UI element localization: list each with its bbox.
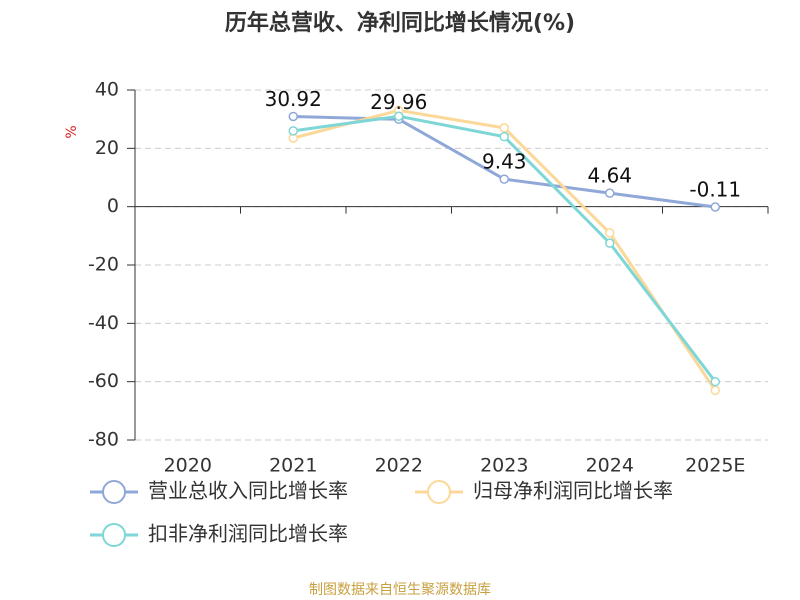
chart-title: 历年总营收、净利同比增长情况(%)	[225, 10, 575, 36]
y-tick-label: 0	[107, 195, 119, 217]
data-point	[710, 385, 720, 396]
y-tick-label: -20	[88, 254, 119, 276]
legend-label: 归母净利润同比增长率	[473, 479, 673, 503]
data-point	[288, 126, 298, 136]
source-note: 制图数据来自恒生聚源数据库	[309, 582, 491, 598]
y-tick-label: 40	[95, 79, 119, 101]
y-axis-label: %	[64, 125, 80, 138]
data-label: -0.11	[689, 177, 741, 201]
legend-label: 营业总收入同比增长率	[148, 479, 348, 503]
data-point	[499, 174, 509, 184]
y-tick-label: -60	[88, 370, 119, 392]
data-point	[605, 238, 615, 248]
legend-swatch	[102, 523, 126, 547]
data-label: 30.92	[265, 87, 322, 111]
data-point	[605, 188, 615, 198]
x-tick-label: 2021	[269, 455, 317, 477]
data-label: 9.43	[482, 150, 527, 174]
x-tick-label: 2023	[480, 455, 528, 477]
data-point	[710, 376, 720, 387]
legend-swatch	[427, 480, 451, 504]
data-point	[288, 111, 298, 122]
y-tick-label: 20	[95, 137, 119, 159]
data-label: 4.64	[587, 164, 632, 188]
data-point	[710, 202, 720, 212]
data-point	[499, 131, 509, 142]
y-tick-label: -80	[88, 429, 119, 451]
x-tick-label: 2024	[586, 455, 634, 477]
x-tick-label: 2020	[164, 455, 212, 477]
data-point	[394, 111, 404, 121]
legend-label: 扣非净利润同比增长率	[148, 522, 348, 546]
data-label: 29.96	[370, 90, 427, 114]
y-tick-label: -40	[88, 312, 119, 334]
data-point	[499, 123, 509, 133]
legend-swatch	[102, 480, 126, 504]
data-point	[605, 228, 615, 238]
x-tick-label: 2025E	[685, 455, 745, 477]
x-tick-label: 2022	[375, 455, 423, 477]
